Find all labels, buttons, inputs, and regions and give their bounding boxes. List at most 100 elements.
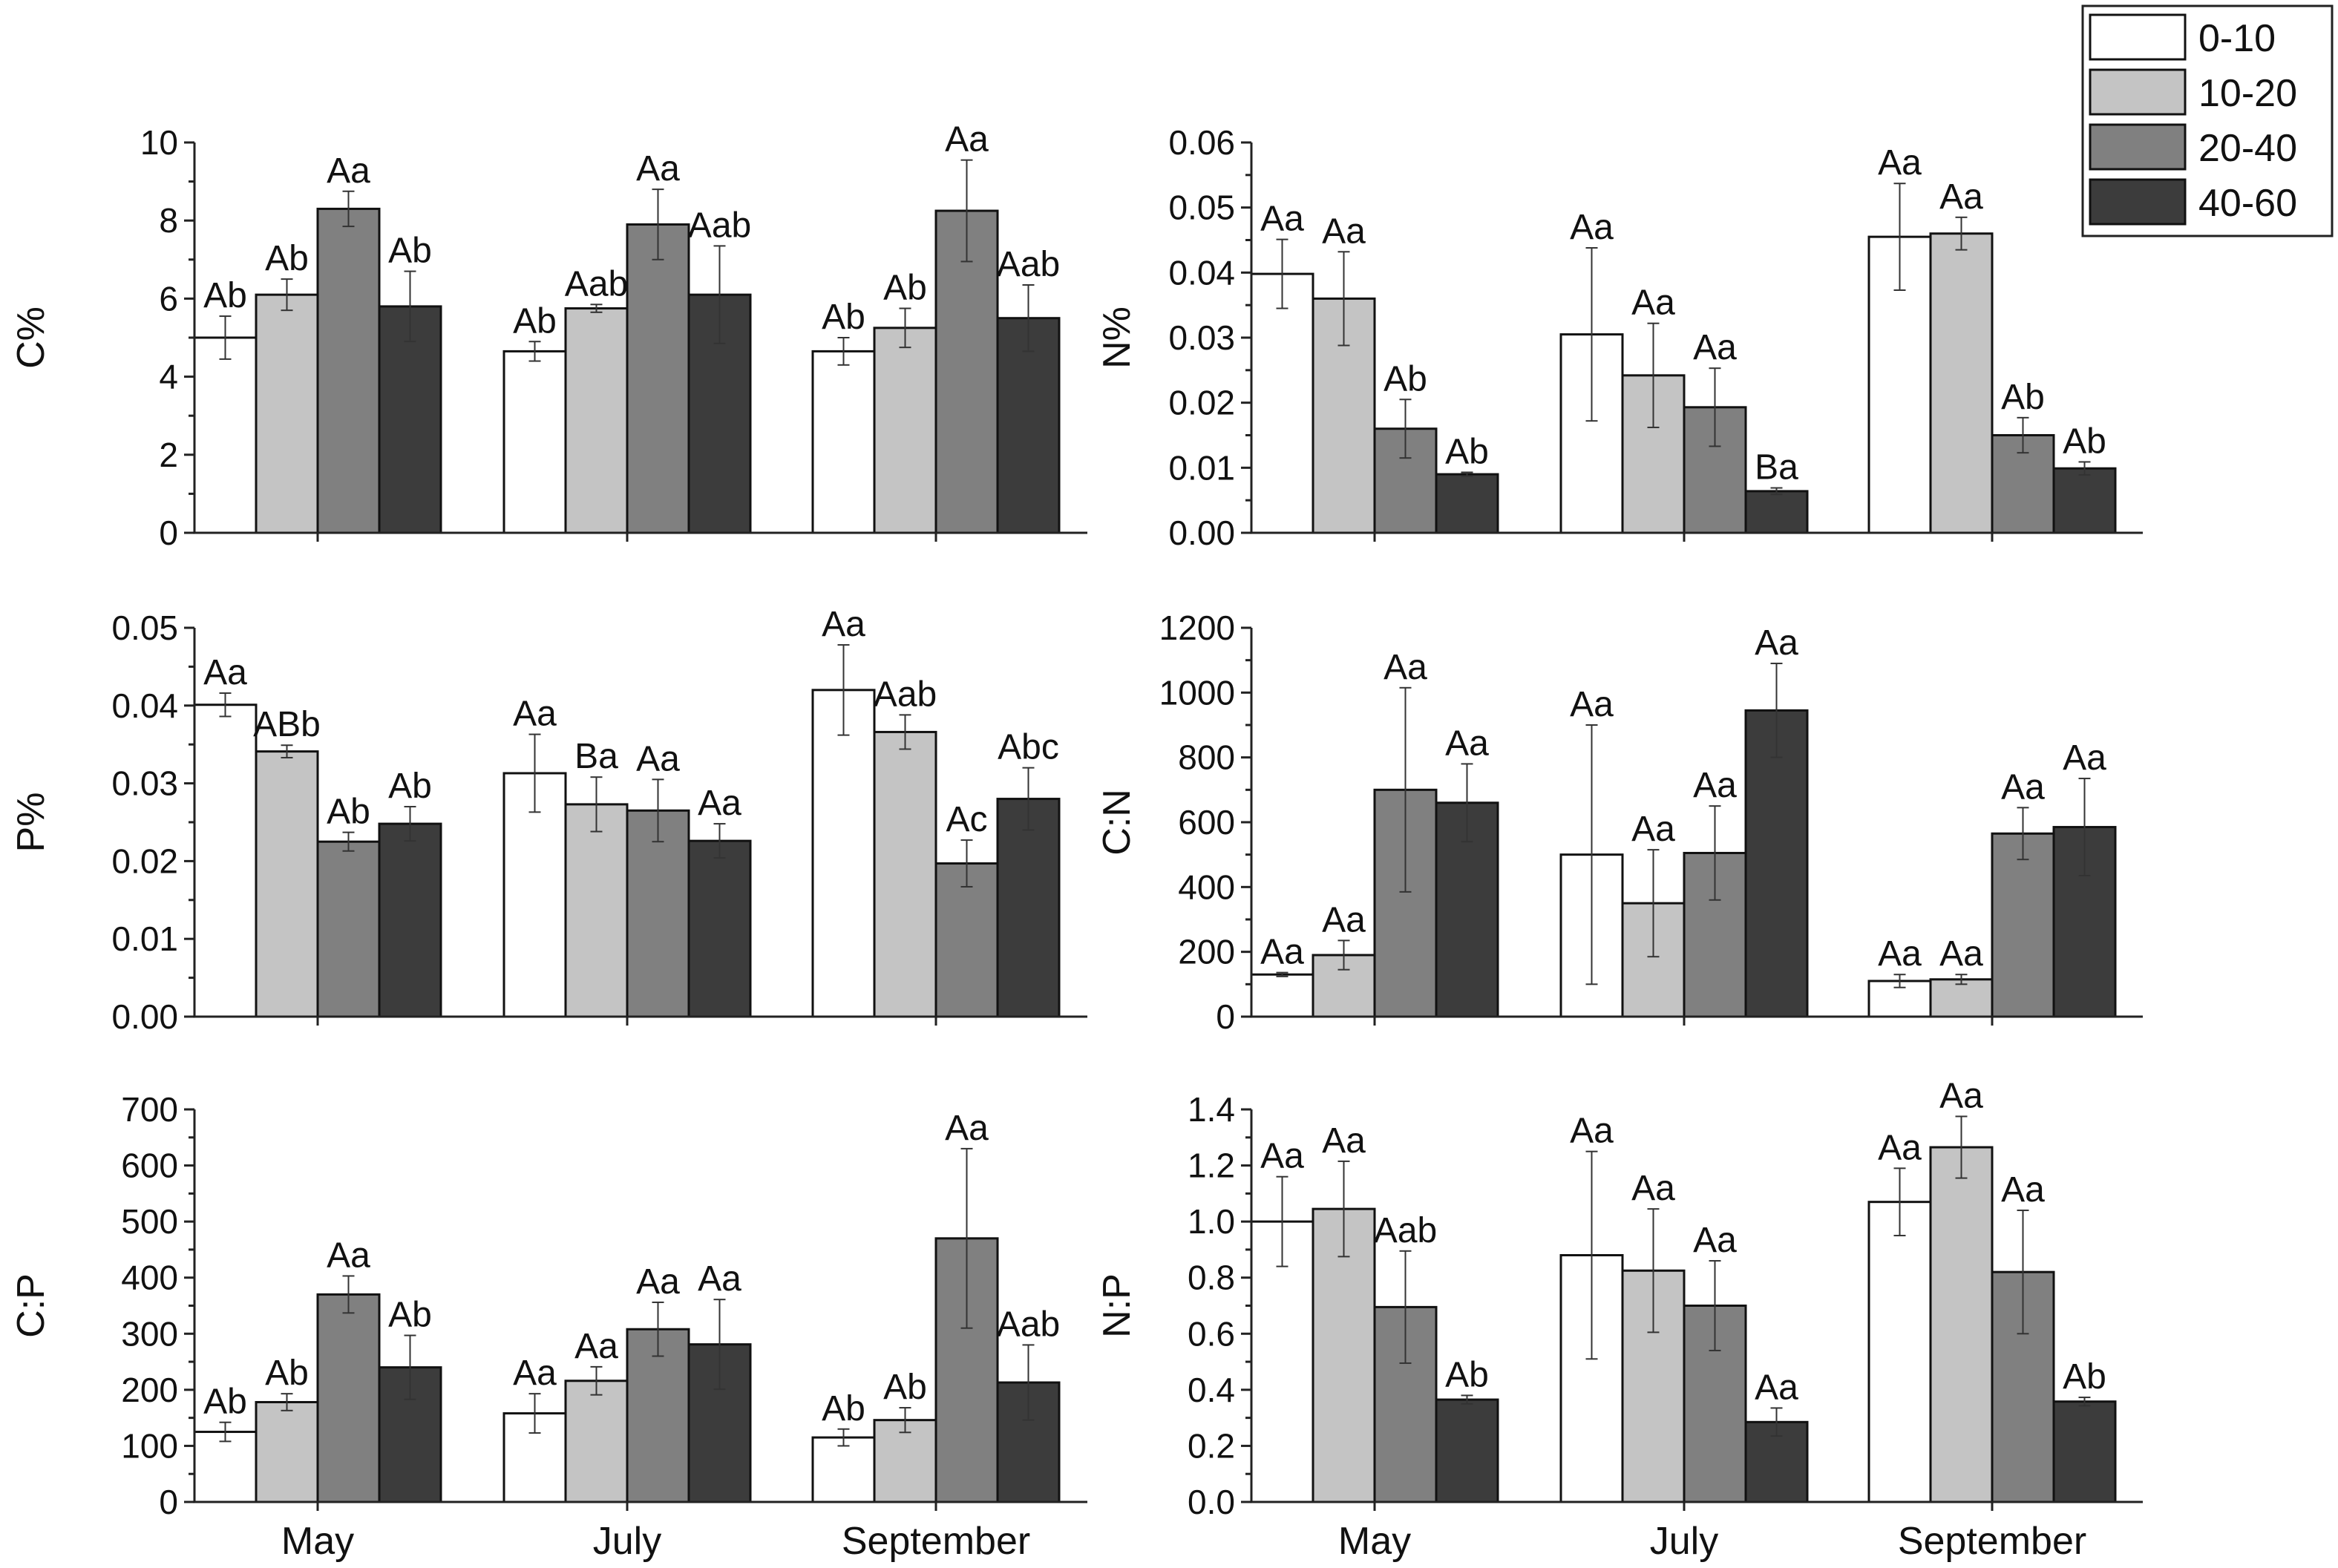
significance-label: Aa bbox=[513, 1354, 557, 1393]
bar-10-20-September bbox=[873, 730, 937, 1018]
bar-20-40-May bbox=[316, 1293, 381, 1503]
panel-cp: C:P 0 100 200 300 400 500 600 700 Ab Aa Ab Ab Aa Ab Aa A… bbox=[10, 1090, 1087, 1563]
y-tick-label: 200 bbox=[1178, 933, 1235, 971]
significance-label: Ac bbox=[946, 800, 987, 839]
legend-label: 20-40 bbox=[2198, 127, 2297, 170]
y-tick-label: 2 bbox=[159, 436, 178, 474]
significance-label: Aab bbox=[997, 1305, 1060, 1344]
significance-label: Aa bbox=[1755, 1368, 1798, 1407]
y-tick-label: 10 bbox=[140, 123, 178, 162]
y-tick-label: 1200 bbox=[1159, 608, 1235, 647]
y-tick-label: 0.00 bbox=[111, 997, 178, 1036]
bar-20-40-July bbox=[626, 809, 690, 1018]
significance-label: Aa bbox=[1322, 900, 1366, 939]
bar-10-20-July bbox=[564, 803, 629, 1018]
x-tick-label: July bbox=[593, 1520, 661, 1563]
significance-label: Aa bbox=[636, 1262, 680, 1302]
legend-label: 10-20 bbox=[2198, 72, 2297, 115]
y-tick-label: 1000 bbox=[1159, 673, 1235, 712]
y-tick-label: 8 bbox=[159, 201, 178, 240]
significance-label: Aa bbox=[945, 1109, 989, 1148]
significance-label: Aa bbox=[1260, 933, 1304, 972]
significance-label: Aab bbox=[874, 675, 937, 714]
y-tick-label: 0.02 bbox=[1168, 384, 1235, 422]
significance-label: Aab bbox=[997, 245, 1060, 284]
significance-label: Ab bbox=[388, 232, 432, 271]
y-tick-label: 1.4 bbox=[1188, 1090, 1235, 1129]
significance-label: Ab bbox=[265, 1354, 309, 1393]
significance-label: Aa bbox=[203, 653, 247, 692]
bar-40-60-September bbox=[2052, 467, 2117, 534]
bar-0-10-May bbox=[1250, 272, 1314, 534]
significance-label: Ba bbox=[1755, 448, 1798, 488]
panel-n: N% 0.00 0.01 0.02 0.03 0.04 0.05 0.06 Aa Aa Aa Aa Aa… bbox=[1096, 123, 2143, 552]
significance-label: Aa bbox=[1570, 685, 1614, 724]
y-tick-label: 0.00 bbox=[1168, 514, 1235, 552]
bar-20-40-September bbox=[934, 862, 999, 1018]
significance-label: Abc bbox=[998, 728, 1059, 767]
significance-label: Aa bbox=[1693, 328, 1737, 367]
y-tick-label: 0.2 bbox=[1188, 1426, 1235, 1465]
y-tick-label: 400 bbox=[1178, 867, 1235, 906]
significance-label: Aa bbox=[1693, 1221, 1737, 1260]
bar-40-60-May bbox=[378, 822, 442, 1018]
bar-0-10-May bbox=[1250, 1220, 1314, 1503]
x-tick-label: May bbox=[1338, 1520, 1411, 1563]
y-axis-label: C:N bbox=[1096, 789, 1139, 856]
significance-label: Ab bbox=[2001, 378, 2045, 417]
legend-label: 0-10 bbox=[2198, 17, 2276, 60]
bar-0-10-September bbox=[811, 350, 876, 534]
y-tick-label: 1.0 bbox=[1188, 1202, 1235, 1241]
y-tick-label: 300 bbox=[121, 1314, 178, 1353]
bar-0-10-September bbox=[811, 1436, 876, 1503]
significance-label: Ab bbox=[513, 301, 557, 341]
significance-label: Ab bbox=[203, 1382, 247, 1422]
significance-label: Aa bbox=[2063, 738, 2106, 778]
significance-label: Aa bbox=[1260, 1137, 1304, 1176]
significance-label: Aa bbox=[1631, 1169, 1675, 1208]
significance-label: ABb bbox=[253, 705, 321, 744]
y-tick-label: 0.05 bbox=[111, 608, 178, 647]
significance-label: Aa bbox=[513, 695, 557, 734]
y-tick-label: 500 bbox=[121, 1202, 178, 1241]
y-tick-label: 0.04 bbox=[1168, 253, 1235, 292]
significance-label: Aa bbox=[1878, 143, 1922, 183]
significance-label: Aa bbox=[1631, 810, 1675, 849]
significance-label: Ab bbox=[203, 276, 247, 315]
bar-10-20-May bbox=[255, 1400, 319, 1503]
significance-label: Aa bbox=[1384, 648, 1427, 687]
significance-label: Aa bbox=[327, 1236, 370, 1275]
y-axis-label: P% bbox=[10, 793, 53, 853]
significance-label: Aa bbox=[1322, 1121, 1366, 1161]
significance-label: Aab bbox=[1374, 1211, 1437, 1250]
bar-40-60-September bbox=[996, 798, 1061, 1018]
bar-40-60-July bbox=[687, 839, 752, 1018]
significance-label: Aa bbox=[945, 120, 989, 160]
bar-20-40-May bbox=[316, 840, 381, 1018]
legend-label: 40-60 bbox=[2198, 182, 2297, 225]
significance-label: Aa bbox=[574, 1327, 618, 1366]
significance-label: Aa bbox=[1939, 177, 1983, 217]
significance-label: Aa bbox=[1939, 1076, 1983, 1115]
panel-np: N:P 0.0 0.2 0.4 0.6 0.8 1.0 1.2 1.4 Aa Aa Aa Aa Aa Aa A… bbox=[1096, 1076, 2143, 1563]
significance-label: Aab bbox=[565, 264, 628, 304]
significance-label: Aa bbox=[1693, 766, 1737, 805]
legend-swatch-10-20 bbox=[2089, 68, 2187, 116]
y-axis-label: N% bbox=[1096, 306, 1139, 369]
significance-label: Ab bbox=[388, 1296, 432, 1335]
significance-label: Ab bbox=[883, 269, 927, 308]
significance-label: Ab bbox=[2063, 1357, 2106, 1397]
significance-label: Ab bbox=[2063, 421, 2106, 461]
x-tick-label: May bbox=[281, 1520, 354, 1563]
legend: 0-10 10-20 20-40 40-60 bbox=[2081, 4, 2334, 237]
y-tick-label: 0 bbox=[1216, 997, 1235, 1036]
y-tick-label: 0.0 bbox=[1188, 1483, 1235, 1521]
bar-0-10-September bbox=[811, 689, 876, 1018]
y-tick-label: 0 bbox=[159, 1483, 178, 1521]
bar-40-60-May bbox=[1435, 1398, 1499, 1503]
significance-label: Ab bbox=[1445, 1355, 1489, 1394]
bar-10-20-July bbox=[564, 307, 629, 534]
significance-label: Aa bbox=[327, 151, 370, 191]
y-tick-label: 0.8 bbox=[1188, 1259, 1235, 1297]
legend-swatch-20-40 bbox=[2089, 123, 2187, 171]
